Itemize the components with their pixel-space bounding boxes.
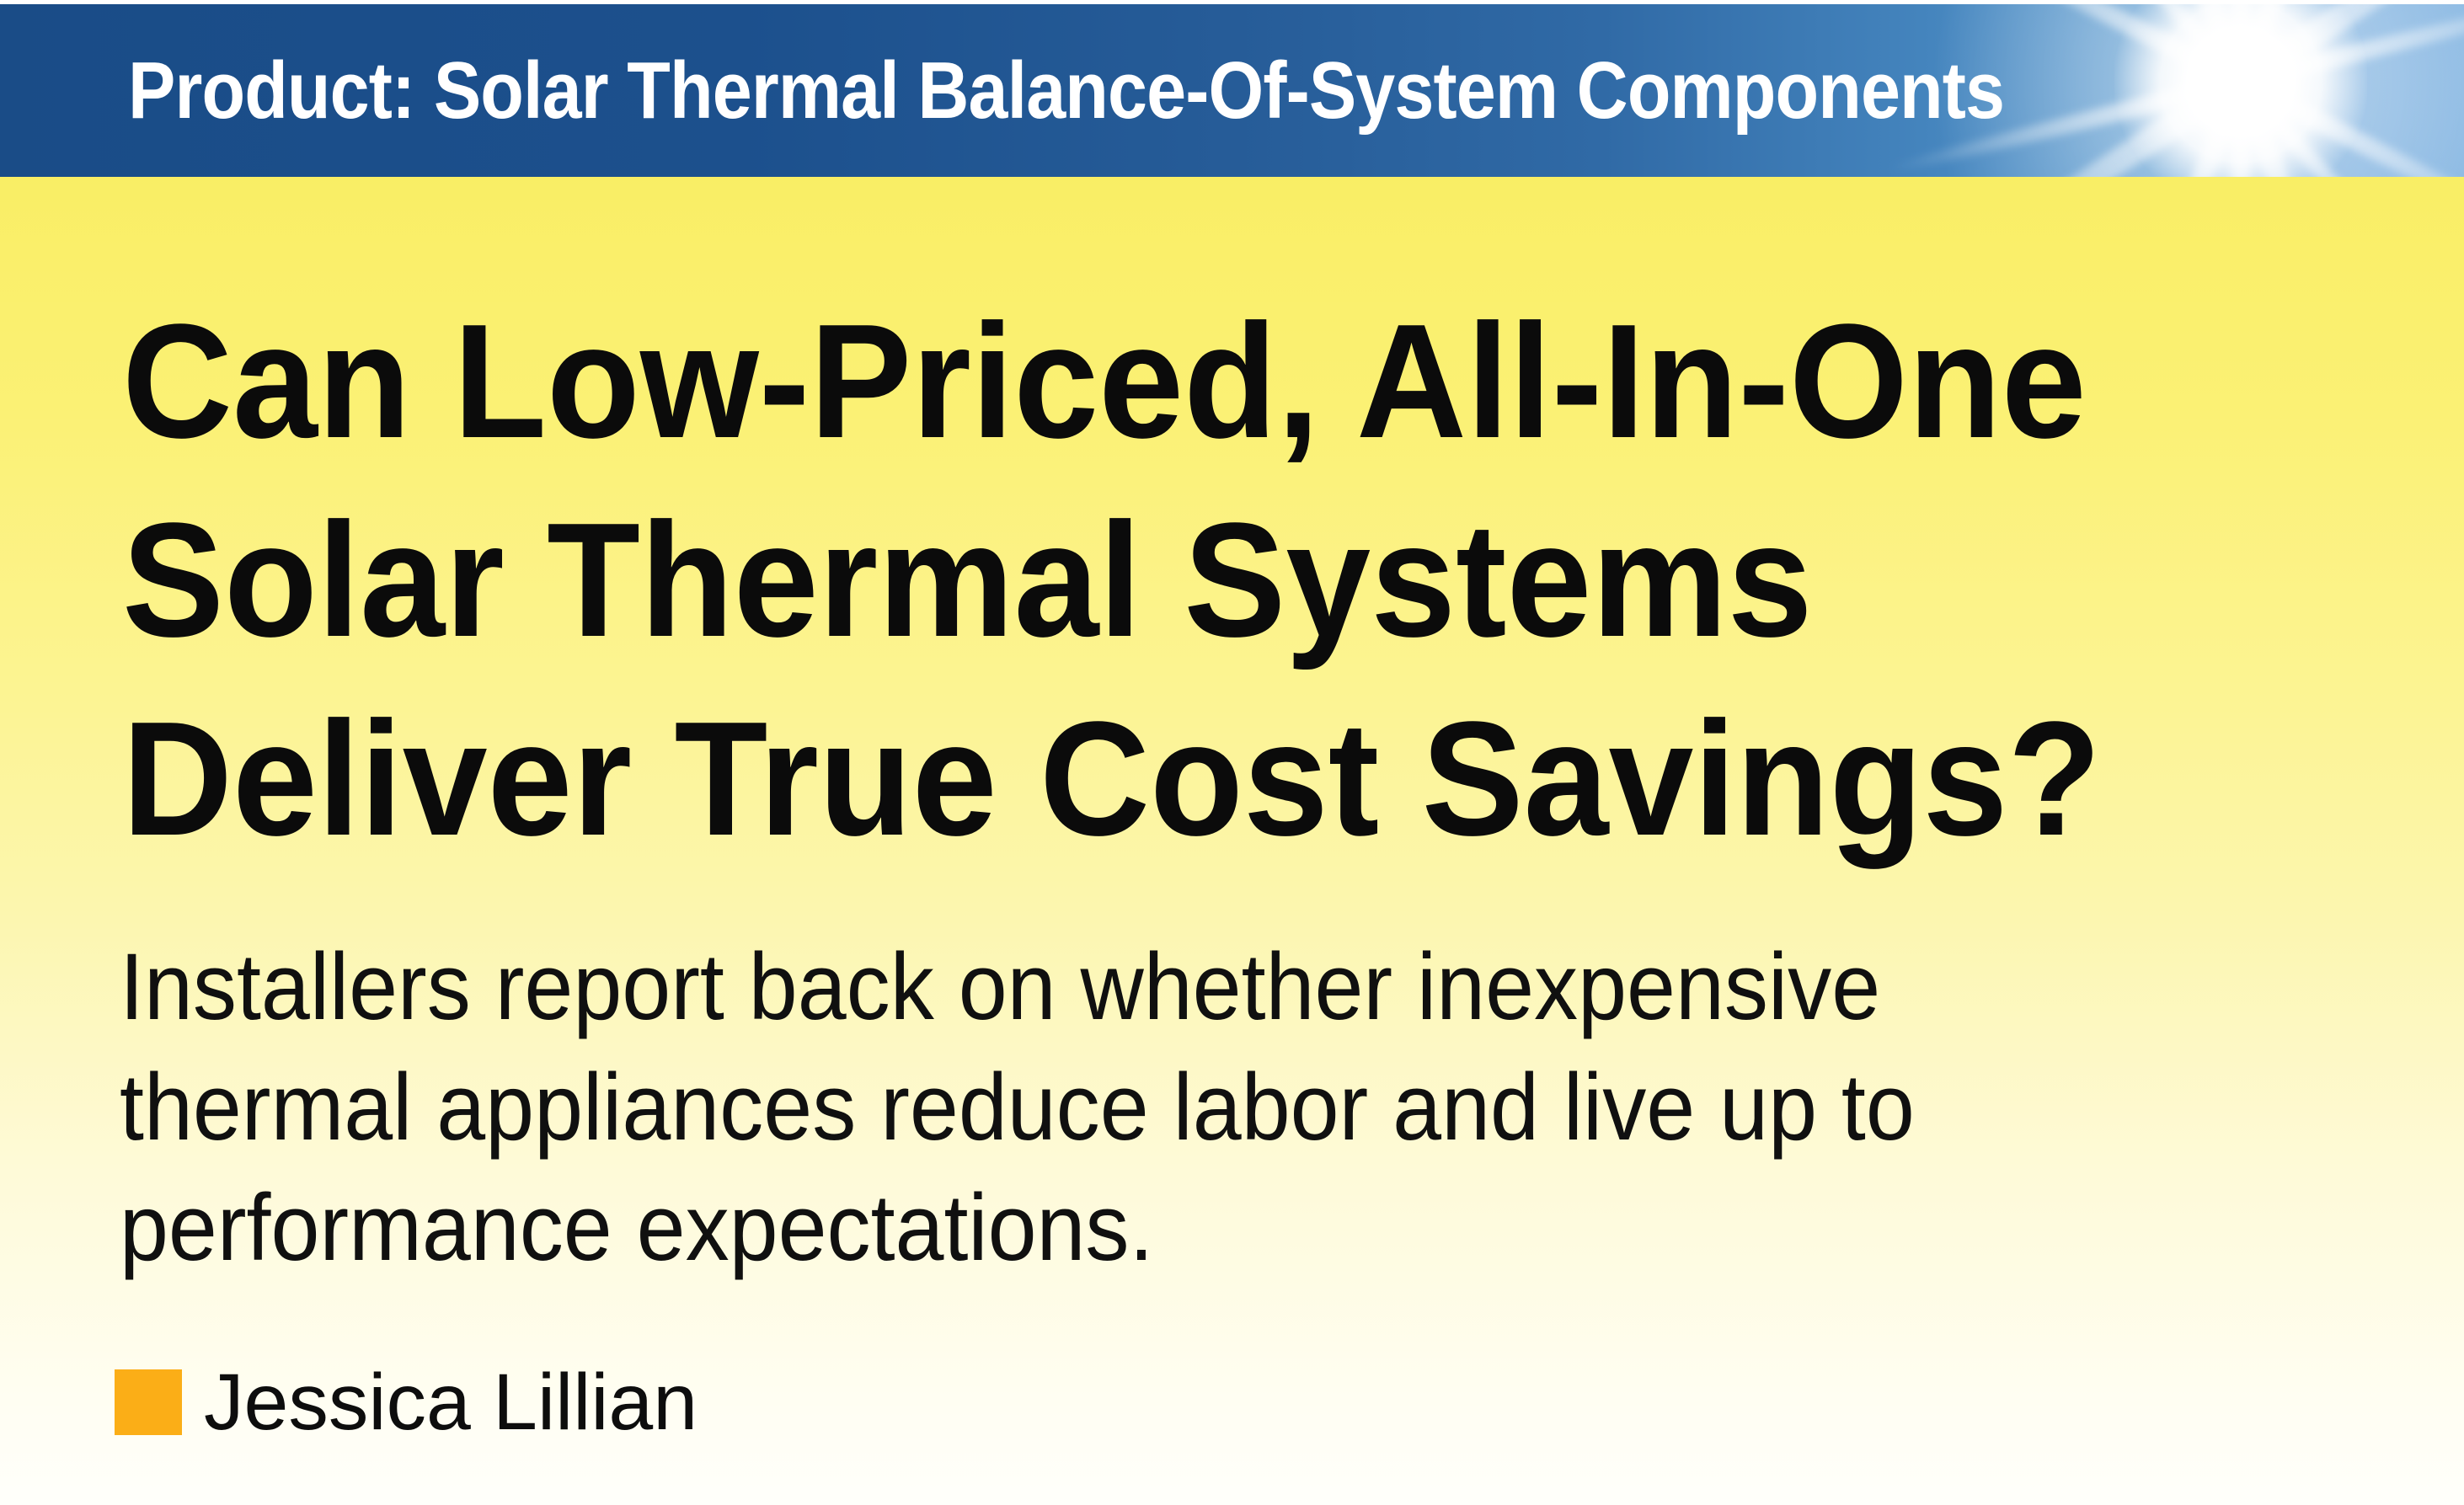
banner: Product: Solar Thermal Balance-Of-System… (0, 4, 2464, 177)
page-background (0, 177, 2464, 1505)
byline-square-icon (115, 1369, 182, 1435)
kicker-text: Product: Solar Thermal Balance-Of-System… (128, 45, 2005, 136)
byline: Jessica Lillian (115, 1358, 698, 1447)
sun-core (2114, 4, 2367, 177)
subtitle-line: performance expectations. (120, 1175, 1154, 1280)
title-line: Solar Thermal Systems (122, 488, 1813, 670)
subtitle-line: Installers report back on whether inexpe… (120, 934, 1881, 1039)
article-title: Can Low-Priced, All-In-One Solar Thermal… (122, 281, 2101, 878)
title-line: Can Low-Priced, All-In-One (122, 290, 2087, 472)
byline-author: Jessica Lillian (204, 1358, 698, 1447)
article-subtitle: Installers report back on whether inexpe… (120, 926, 1915, 1288)
title-line: Deliver True Cost Savings? (122, 687, 2102, 869)
subtitle-line: thermal appliances reduce labor and live… (120, 1054, 1915, 1160)
page-top-margin (0, 0, 2464, 4)
